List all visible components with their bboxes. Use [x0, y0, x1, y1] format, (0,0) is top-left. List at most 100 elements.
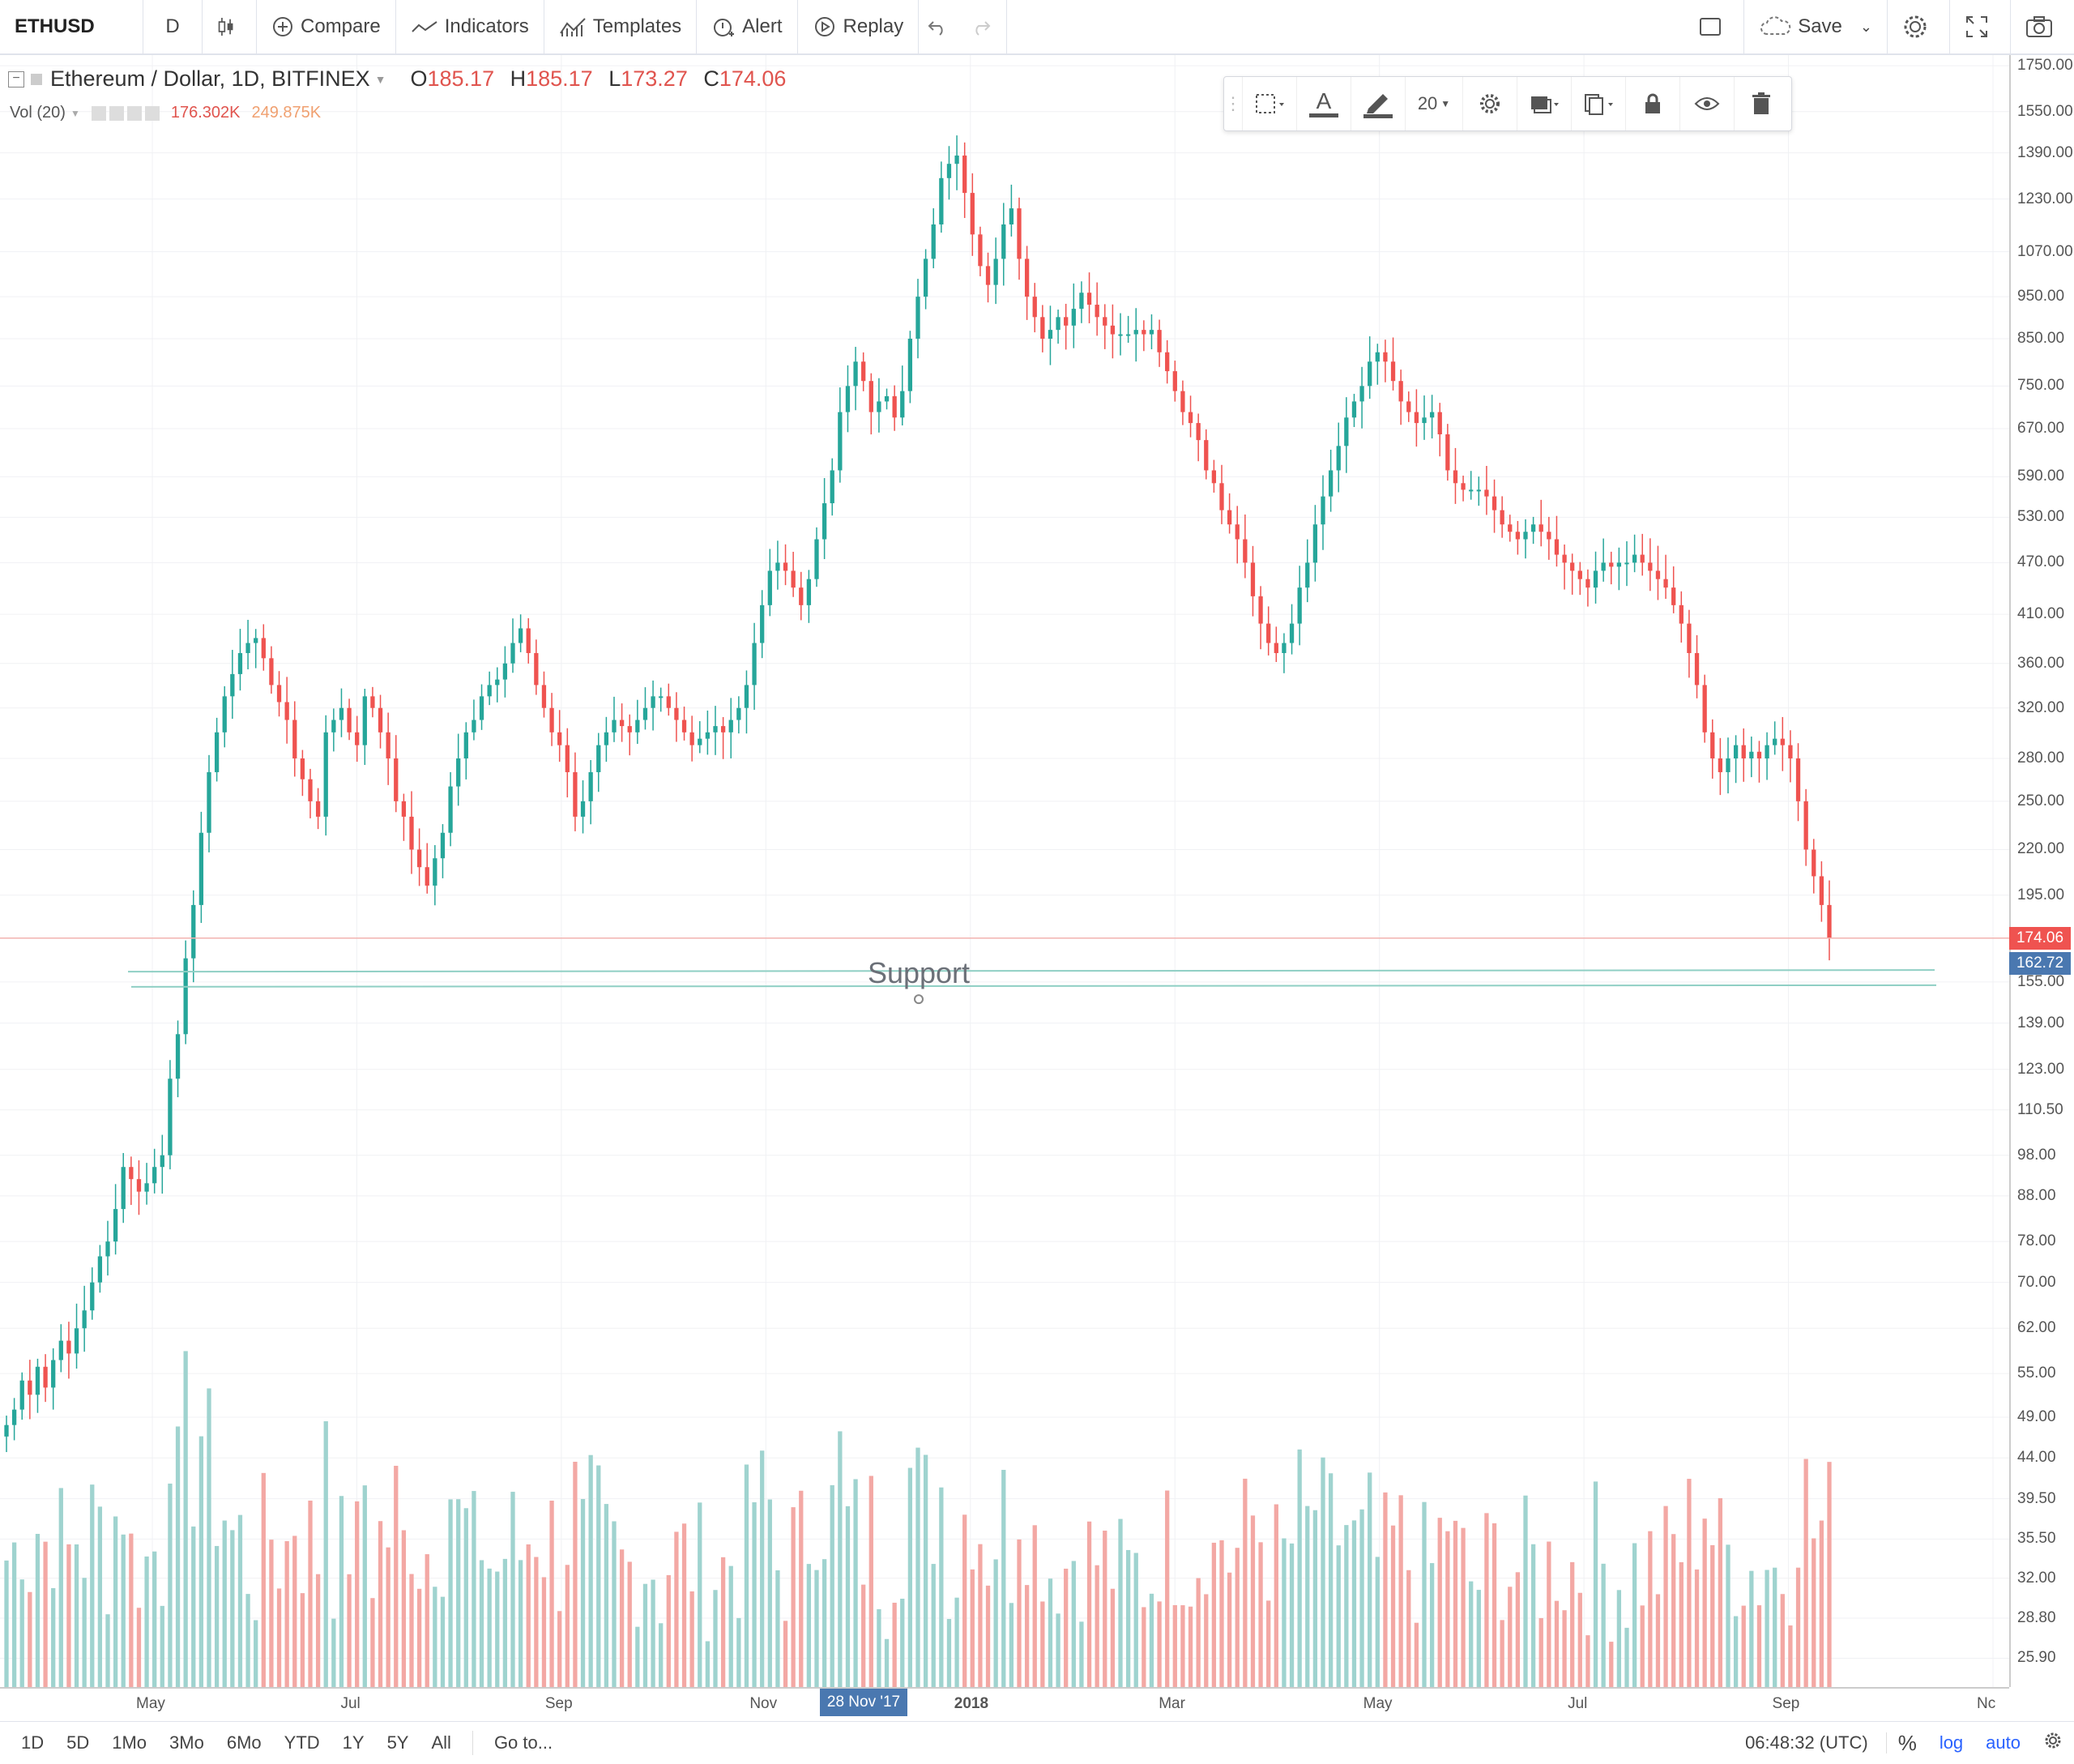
range-button-5d[interactable]: 5D [66, 1732, 90, 1753]
volume-bar [456, 1499, 461, 1687]
candle-body [175, 1034, 181, 1079]
clock-label[interactable]: 06:48:32 (UTC) [1734, 1732, 1887, 1753]
candle-body [1461, 483, 1466, 490]
volume-dropdown-icon[interactable]: ▼ [70, 107, 80, 119]
add-small-icon[interactable] [126, 105, 142, 121]
line-style-button[interactable] [1243, 77, 1297, 130]
delete-drawing-button[interactable] [1735, 77, 1788, 130]
candle-body [121, 1167, 126, 1210]
candle-body [1142, 330, 1146, 335]
pen-color-button[interactable] [1351, 77, 1406, 130]
snapshot-button[interactable] [2011, 0, 2074, 53]
price-chart[interactable]: Support [0, 55, 2009, 1687]
settings-small-icon[interactable] [109, 105, 124, 121]
range-button-all[interactable]: All [431, 1732, 451, 1753]
candle-body [1508, 524, 1513, 532]
price-tick: 410.00 [2017, 605, 2065, 623]
range-button-1mo[interactable]: 1Mo [112, 1732, 147, 1753]
chart-style-button[interactable] [203, 0, 257, 53]
candle-body [1749, 751, 1754, 758]
collapse-legend-icon[interactable]: − [8, 70, 24, 88]
fullscreen-layout-button[interactable] [1684, 0, 1745, 53]
font-size-dropdown[interactable]: 20 ▼ [1406, 77, 1463, 130]
volume-bar [689, 1591, 694, 1687]
volume-bar [409, 1574, 414, 1687]
candle-body [214, 732, 220, 772]
legend-dropdown-icon[interactable]: ▼ [374, 72, 386, 86]
range-button-3mo[interactable]: 3Mo [169, 1732, 204, 1753]
indicators-button[interactable]: Indicators [396, 0, 544, 53]
volume-bar [1188, 1606, 1193, 1687]
volume-bar [1741, 1605, 1746, 1687]
hide-drawing-button[interactable] [1680, 77, 1735, 130]
range-button-ytd[interactable]: YTD [284, 1732, 320, 1753]
time-axis[interactable]: May Jul Sep Nov 2018 Mar May Jul Sep Nc 28 Nov '17 [0, 1687, 2009, 1721]
volume-bar [877, 1608, 881, 1687]
candle-body [1414, 412, 1419, 424]
go-to-button[interactable]: Go to... [493, 1732, 553, 1753]
lock-button[interactable] [1626, 77, 1680, 130]
percent-toggle[interactable]: % [1897, 1730, 1917, 1755]
candle-body [659, 696, 664, 698]
candle-body [1282, 643, 1287, 653]
volume-bar [11, 1542, 17, 1687]
candle-body [347, 707, 352, 733]
support-line-lower [130, 984, 1937, 988]
volume-label[interactable]: Vol (20) [10, 104, 66, 122]
settings-button[interactable] [1888, 0, 1950, 53]
fullscreen-button[interactable] [1950, 0, 2011, 53]
save-button[interactable]: Save ⌄ [1744, 0, 1888, 53]
interval-button[interactable]: D [143, 0, 203, 53]
legend-title[interactable]: Ethereum / Dollar, 1D, BITFINEX [50, 66, 370, 91]
price-tick: 39.50 [2017, 1489, 2056, 1507]
candle-body [651, 696, 655, 708]
undo-button[interactable] [919, 0, 962, 53]
axis-settings-button[interactable] [2032, 1731, 2074, 1755]
price-tick: 155.00 [2017, 972, 2065, 990]
log-toggle[interactable]: log [1939, 1732, 1964, 1753]
volume-bar [1110, 1588, 1116, 1687]
range-button-1y[interactable]: 1Y [342, 1732, 365, 1753]
auto-toggle[interactable]: auto [1986, 1732, 2021, 1753]
candle-body [1609, 562, 1614, 567]
candle-body [907, 338, 913, 391]
price-tick: 28.80 [2017, 1608, 2056, 1626]
volume-bar [1235, 1548, 1240, 1687]
redo-button[interactable] [962, 0, 1008, 53]
open-value: 185.17 [427, 66, 495, 91]
candle-body [1515, 532, 1521, 540]
candle-body [261, 638, 266, 659]
volume-bar [472, 1491, 476, 1687]
volume-bar [1515, 1572, 1521, 1687]
candle-body [254, 638, 258, 643]
replay-button[interactable]: Replay [798, 0, 920, 53]
price-axis[interactable]: 1750.00 1550.00 1390.00 1230.00 1070.00 950.0… [2009, 55, 2074, 1687]
candle-body [510, 643, 515, 664]
volume-bar [534, 1557, 539, 1687]
volume-bar [1484, 1513, 1489, 1687]
volume-bar [1476, 1590, 1481, 1687]
drag-handle[interactable]: ⋮ [1224, 77, 1243, 130]
candle-body [292, 720, 297, 758]
time-tick: Mar [1159, 1695, 1185, 1712]
range-button-6mo[interactable]: 6Mo [226, 1732, 262, 1753]
compare-button[interactable]: Compare [257, 0, 396, 53]
volume-bar [588, 1454, 593, 1687]
hide-icon[interactable] [91, 105, 106, 121]
remove-small-icon[interactable] [144, 105, 160, 121]
volume-bar [502, 1558, 508, 1687]
volume-bar [573, 1462, 578, 1687]
candle-body [1765, 745, 1769, 758]
price-tick: 950.00 [2017, 288, 2065, 305]
alert-button[interactable]: Alert [697, 0, 798, 53]
range-button-5y[interactable]: 5Y [386, 1732, 409, 1753]
symbol-search-button[interactable]: ETHUSD [0, 0, 143, 53]
text-color-button[interactable]: A [1297, 77, 1351, 130]
replay-label: Replay [843, 15, 904, 37]
range-button-1d[interactable]: 1D [21, 1732, 45, 1753]
clone-button[interactable] [1572, 77, 1626, 130]
visibility-intervals-button[interactable] [1517, 77, 1572, 130]
candle-body [588, 771, 593, 801]
templates-button[interactable]: Templates [544, 0, 698, 53]
drawing-settings-button[interactable] [1463, 77, 1517, 130]
